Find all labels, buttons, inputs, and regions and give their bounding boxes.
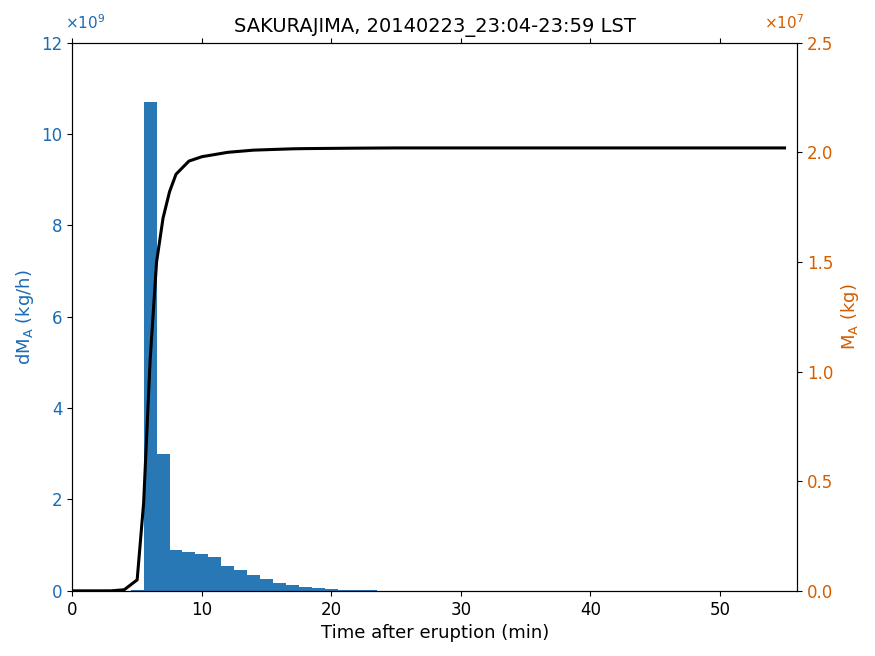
Bar — [183, 552, 195, 591]
Bar — [170, 550, 183, 591]
X-axis label: Time after eruption (min): Time after eruption (min) — [321, 624, 550, 642]
Bar — [157, 454, 170, 591]
Y-axis label: $\mathrm{M_A}$ (kg): $\mathrm{M_A}$ (kg) — [839, 283, 861, 350]
Bar — [248, 575, 260, 591]
Text: $\times10^7$: $\times10^7$ — [765, 13, 805, 31]
Bar — [325, 589, 338, 591]
Bar — [260, 579, 273, 591]
Bar — [299, 586, 312, 591]
Bar — [144, 102, 157, 591]
Bar — [195, 554, 208, 591]
Bar — [351, 590, 364, 591]
Bar — [286, 585, 299, 591]
Bar — [273, 583, 286, 591]
Y-axis label: $\mathrm{dM_A}$ (kg/h): $\mathrm{dM_A}$ (kg/h) — [14, 269, 36, 365]
Bar — [130, 590, 144, 591]
Bar — [234, 570, 248, 591]
Title: SAKURAJIMA, 20140223_23:04-23:59 LST: SAKURAJIMA, 20140223_23:04-23:59 LST — [234, 18, 636, 37]
Bar — [312, 588, 325, 591]
Bar — [338, 590, 351, 591]
Bar — [221, 565, 234, 591]
Text: $\times10^9$: $\times10^9$ — [65, 13, 106, 31]
Bar — [208, 556, 221, 591]
